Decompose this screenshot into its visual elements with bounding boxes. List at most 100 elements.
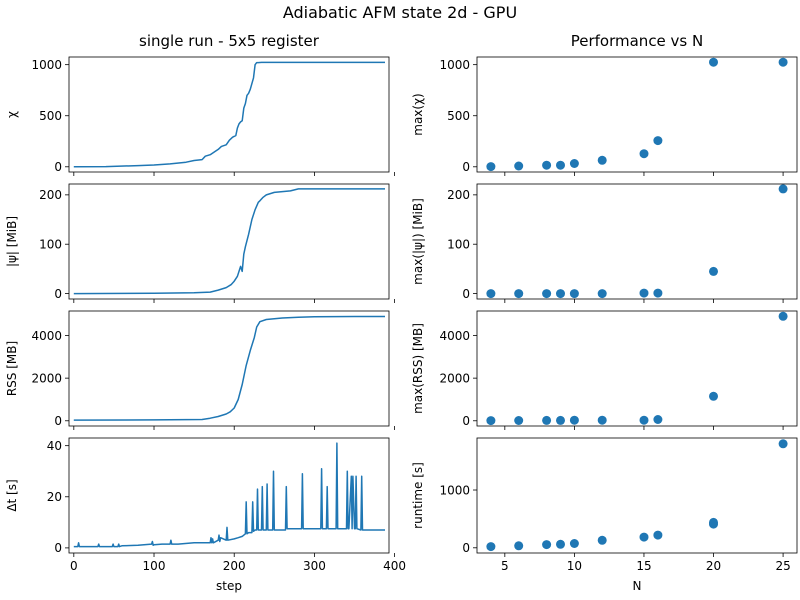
data-point-max_rss_N [486,416,496,426]
data-point-max_rss_N [709,391,718,401]
data-point-max_chi_N [569,159,579,168]
x-tick-label: 300 [303,559,326,573]
data-point-max_psi_N [569,289,579,299]
data-point-max_chi_N [486,162,496,172]
data-point-max_chi_N [639,149,649,159]
chart-max_rss_N: 0 2000 4000 max(RSS) [MB] [411,310,798,430]
data-point-runtime_N [639,532,649,542]
y-tick-label: 20 [47,490,62,504]
chart-dt_step: 0 100 200 300 400 0 20 40 Δt [s] step [5,437,406,593]
y-axis-label: max(|ψ|) [MiB] [411,198,425,285]
data-point-max_psi_N [597,289,607,299]
data-point-runtime_N [542,540,552,550]
data-point-max_chi_N [542,160,552,170]
y-tick-label: 0 [462,287,470,301]
axes-frame [476,183,798,300]
y-tick-label: 0 [54,541,62,555]
chart-max_chi_N: 0 500 1000 Performance vs N max(χ) [411,32,798,176]
y-axis-label: Δt [s] [5,479,19,511]
data-point-max_psi_N [709,266,718,276]
y-tick-label: 1000 [439,58,470,72]
data-point-max_rss_N [639,415,649,425]
y-tick-label: 1000 [31,58,62,72]
data-point-runtime_N [569,539,579,548]
x-tick-label: 5 [501,559,509,573]
data-point-max_rss_N [597,415,607,425]
x-tick-label: 20 [706,559,721,573]
y-axis-label: runtime [s] [411,462,425,529]
axes-frame [68,56,390,173]
axes-frame [68,310,390,427]
x-tick-label: 400 [383,559,406,573]
y-axis-label: max(RSS) [MB] [411,323,425,414]
y-tick-label: 2000 [439,371,470,385]
data-point-max_psi_N [639,288,649,298]
data-point-max_chi_N [556,160,565,170]
y-axis-label: RSS [MB] [5,341,19,396]
data-point-max_chi_N [653,136,663,146]
data-point-max_chi_N [514,161,524,171]
y-tick-label: 2000 [31,371,62,385]
chart-psi_step: 0 100 200 |ψ| [MiB] [5,183,396,303]
y-tick-label: 0 [54,160,62,174]
series-line-psi_step [73,188,385,295]
y-tick-label: 1000 [439,483,470,497]
data-point-max_psi_N [486,289,496,299]
x-tick-label: 10 [567,559,582,573]
chart-title: single run - 5x5 register [139,32,320,50]
data-point-max_rss_N [653,415,663,424]
axes-frame [476,56,798,173]
series-line-dt_step [73,442,385,548]
y-tick-label: 0 [54,414,62,428]
axes-frame [476,437,798,554]
x-tick-label: 0 [70,559,78,573]
data-point-max_rss_N [514,416,524,425]
x-tick-label: 25 [775,559,790,573]
data-point-max_psi_N [556,289,565,299]
y-tick-label: 200 [39,188,62,202]
data-point-max_rss_N [778,311,788,321]
data-point-runtime_N [597,535,607,545]
data-point-runtime_N [514,541,524,551]
data-point-max_rss_N [542,415,552,425]
data-point-max_rss_N [569,415,579,425]
axes-frame [476,310,798,427]
data-point-max_chi_N [778,57,788,67]
axes-frame [68,437,390,554]
data-point-max_psi_N [514,289,524,299]
x-tick-label: 15 [636,559,651,573]
data-point-runtime_N [653,530,663,540]
chart-rss_step: 0 2000 4000 RSS [MB] [5,310,396,430]
y-tick-label: 100 [39,238,62,252]
y-axis-label: χ [5,111,19,118]
y-tick-label: 200 [447,188,470,202]
data-point-max_psi_N [653,288,663,298]
data-point-max_chi_N [597,155,607,165]
y-tick-label: 500 [447,109,470,123]
x-tick-label: 200 [223,559,246,573]
data-point-runtime_N [709,517,718,527]
data-point-runtime_N [556,539,565,549]
data-point-runtime_N [778,439,788,449]
x-axis-label: N [633,579,642,593]
chart-max_psi_N: 0 100 200 max(|ψ|) [MiB] [411,183,798,303]
y-axis-label: max(χ) [411,93,425,135]
y-tick-label: 0 [462,414,470,428]
y-tick-label: 4000 [439,329,470,343]
figure-suptitle: Adiabatic AFM state 2d - GPU [283,3,517,22]
y-tick-label: 500 [39,109,62,123]
data-point-max_chi_N [709,57,718,67]
data-point-max_rss_N [556,415,565,425]
series-line-rss_step [73,315,385,421]
y-tick-label: 0 [54,287,62,301]
y-tick-label: 4000 [31,329,62,343]
x-axis-label: step [216,579,242,593]
axes-frame [68,183,390,300]
y-tick-label: 0 [462,541,470,555]
chart-title: Performance vs N [571,32,704,50]
chart-runtime_N: 5 10 15 20 25 0 1000 runtime [s] N [411,437,798,593]
data-point-runtime_N [486,542,496,552]
y-tick-label: 100 [447,238,470,252]
y-tick-label: 40 [47,439,62,453]
